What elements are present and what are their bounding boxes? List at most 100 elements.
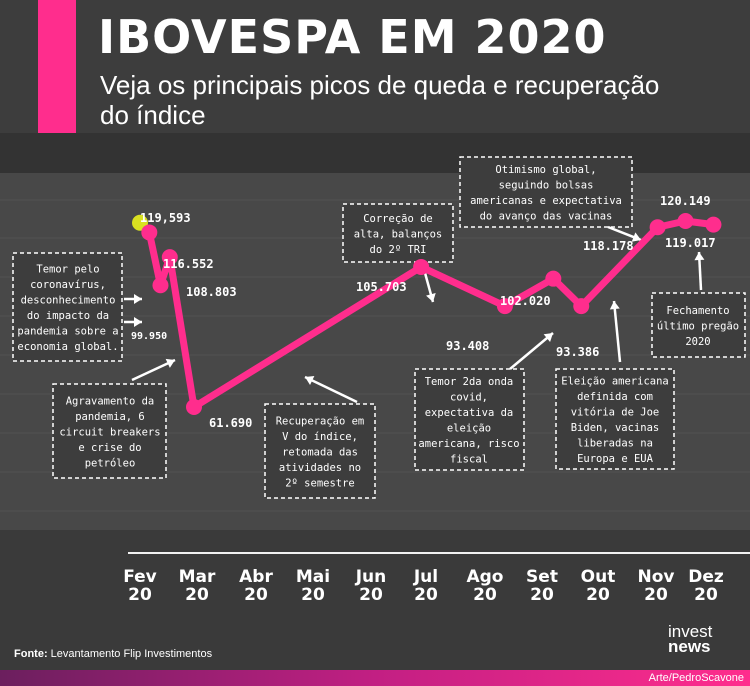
- data-label: 99.950: [131, 331, 167, 342]
- data-point: [705, 216, 722, 233]
- x-tick-year: 20: [128, 585, 152, 605]
- x-tick-year: 20: [473, 585, 497, 605]
- source-label: Fonte:: [14, 648, 48, 660]
- annotation-text: do avanço das vacinas: [480, 211, 613, 223]
- data-point: [545, 270, 562, 287]
- annotation-text: Temor 2da onda: [425, 376, 514, 388]
- annotation-border: [651, 292, 746, 358]
- footer-strip: [0, 670, 750, 686]
- annotation-text: pandemia sobre a: [17, 326, 118, 338]
- annotation-text: eleição: [447, 423, 491, 435]
- annotation-text: 2º semestre: [285, 477, 355, 489]
- annotation-box: Correção de alta, balanços do 2º TRI: [342, 203, 454, 263]
- data-label: 120.149: [660, 194, 711, 208]
- header: IBOVESPA EM 2020 Veja os principais pico…: [0, 0, 750, 133]
- annotation-text: fiscal: [450, 454, 488, 466]
- data-label: 119,593: [140, 211, 191, 225]
- annotation-border: [342, 203, 454, 263]
- annotation-border: [264, 403, 376, 499]
- x-tick-year: 20: [530, 585, 554, 605]
- annotation-text: expectativa da: [425, 407, 514, 419]
- arrow-head: [631, 232, 641, 242]
- arrow-head: [609, 301, 620, 310]
- x-tick-year: 20: [586, 585, 610, 605]
- annotation-arrow: [509, 332, 554, 370]
- source-note: Fonte: Levantamento Flip Investimentos: [14, 648, 212, 660]
- data-point: [573, 298, 590, 315]
- annotation-text: 2020: [685, 336, 710, 348]
- data-point: [677, 213, 694, 229]
- annotation-text: liberadas na: [577, 438, 653, 450]
- annotation-text: circuit breakers: [59, 426, 160, 438]
- arrow-head: [165, 358, 175, 368]
- annotation-text: retomada das: [282, 446, 358, 458]
- annotation-text: alta, balanços: [354, 228, 443, 240]
- annotation-text: pandemia, 6: [75, 411, 145, 423]
- data-label: 93.386: [556, 345, 599, 359]
- arrow-head: [543, 333, 553, 342]
- arrow-shaft: [509, 332, 554, 370]
- annotation-text: do impacto da: [27, 310, 109, 322]
- annotation-text: americana, risco: [418, 438, 519, 450]
- annotation-text: covid,: [450, 392, 488, 404]
- x-tick-year: 20: [414, 585, 438, 605]
- annotation-border: [12, 252, 123, 362]
- annotation-border: [414, 368, 525, 471]
- annotation-border: [555, 368, 675, 470]
- annotation-text: Agravamento da: [66, 395, 155, 407]
- annotation-border: [52, 383, 167, 479]
- data-point: [413, 258, 430, 275]
- arrow-shaft: [304, 375, 358, 404]
- arrow-head: [305, 375, 315, 385]
- x-tick-year: 20: [244, 585, 268, 605]
- annotation-box: Fechamento último pregão 2020: [651, 292, 746, 358]
- data-label: 93.408: [446, 339, 489, 353]
- x-tick-year: 20: [301, 585, 325, 605]
- annotation-text: Eleição americana: [561, 376, 668, 388]
- annotation-text: Recuperação em: [276, 415, 365, 427]
- data-label: 102.020: [500, 294, 551, 308]
- x-tick-month: Abr: [239, 567, 273, 587]
- data-label: 61.690: [209, 416, 252, 430]
- annotation-box: Recuperação em V do índice, retomada das at…: [264, 403, 376, 499]
- data-point: [141, 224, 158, 241]
- data-label: 119.017: [665, 236, 716, 250]
- annotation-text: Biden, vacinas: [571, 422, 660, 434]
- annotation-text: e crise do: [78, 442, 141, 454]
- arrow-head: [134, 317, 142, 327]
- annotation-border: [459, 156, 633, 228]
- annotation-text: Correção de: [363, 213, 433, 225]
- x-tick-month: Out: [581, 567, 616, 587]
- data-point: [649, 219, 666, 236]
- arrow-shaft: [612, 300, 622, 363]
- annotation-text: último pregão: [657, 320, 739, 332]
- annotation-arrow: [124, 294, 142, 304]
- annotation-arrow: [124, 317, 142, 327]
- credit-text: Arte/PedroScavone: [648, 672, 744, 684]
- x-tick-year: 20: [185, 585, 209, 605]
- annotation-text: economia global.: [17, 341, 118, 353]
- annotation-text: desconhecimento: [21, 295, 116, 307]
- x-tick-year: 20: [359, 585, 383, 605]
- data-point: [496, 298, 513, 315]
- x-tick-month: Jul: [413, 567, 438, 587]
- page-subtitle: Veja os principais picos de queda e recu…: [100, 70, 660, 130]
- data-point: [161, 249, 178, 266]
- x-tick-month: Nov: [638, 567, 675, 587]
- annotation-text: Temor pelo: [36, 264, 99, 276]
- annotation-text: petróleo: [85, 457, 136, 469]
- x-tick-month: Fev: [123, 567, 157, 587]
- annotation-box: Agravamento da pandemia, 6 circuit breaker…: [52, 383, 167, 479]
- accent-bar: [38, 0, 76, 133]
- x-tick-year: 20: [694, 585, 718, 605]
- annotation-text: definida com: [577, 391, 653, 403]
- x-tick-year: 20: [644, 585, 668, 605]
